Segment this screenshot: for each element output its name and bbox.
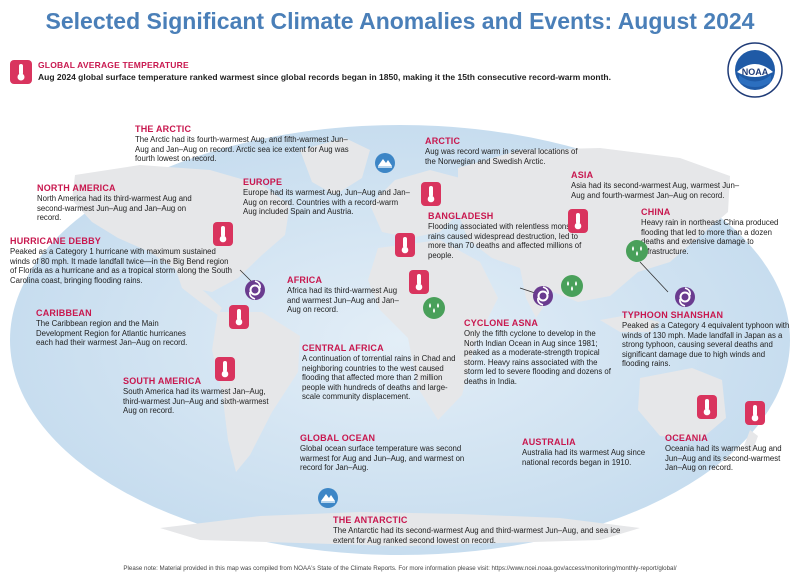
event-text: Oceania had its warmest Aug and Jun–Aug … [665, 444, 782, 473]
event-africa: AFRICA Africa had its third-warmest Aug … [287, 275, 407, 315]
hurricane-icon [245, 280, 265, 300]
event-the-antarctic: THE ANTARCTIC The Antarctic had its seco… [333, 515, 633, 545]
event-north-america: NORTH AMERICA North America had its thir… [37, 183, 192, 223]
thermometer-icon [697, 395, 717, 419]
landmass-indonesia [600, 315, 660, 332]
event-heading: ARCTIC [425, 136, 461, 146]
event-central-africa: CENTRAL AFRICA A continuation of torrent… [302, 343, 462, 402]
event-hurricane-debby: HURRICANE DEBBY Peaked as a Category 1 h… [10, 236, 235, 285]
thermometer-icon [568, 209, 588, 233]
event-heading: CENTRAL AFRICA [302, 343, 384, 353]
landmass-greenland [300, 138, 370, 195]
event-heading: AFRICA [287, 275, 323, 285]
event-text: Only the fifth cyclone to develop in the… [464, 329, 611, 386]
event-text: Europe had its warmest Aug, Jun–Aug and … [243, 188, 410, 217]
event-asia: ASIA Asia had its second-warmest Aug, wa… [571, 170, 746, 200]
landmass-asia [458, 148, 730, 302]
event-heading: CARIBBEAN [36, 308, 92, 318]
noaa-logo-text: NOAA [742, 67, 769, 77]
event-text: The Caribbean region and the Main Develo… [36, 319, 188, 348]
event-heading: AUSTRALIA [522, 437, 576, 447]
landmass-australia [638, 368, 726, 440]
event-text: Aug was record warm in several locations… [425, 147, 578, 166]
event-typhoon-shanshan: TYPHOON SHANSHAN Peaked as a Category 4 … [622, 310, 794, 369]
footnote: Please note: Material provided in this m… [123, 565, 677, 572]
event-heading: CYCLONE ASNA [464, 318, 539, 328]
thermometer-icon [215, 357, 235, 381]
landmass-south-america [212, 312, 300, 472]
rain-drops-icon [561, 275, 583, 297]
event-heading: HURRICANE DEBBY [10, 236, 102, 246]
global-average-temperature-text: Aug 2024 global surface temperature rank… [38, 72, 611, 82]
event-text: South America had its warmest Jan–Aug, t… [123, 387, 269, 416]
page-title: Selected Significant Climate Anomalies a… [45, 8, 755, 34]
landmass-north-america [72, 165, 290, 292]
event-text: Peaked as a Category 4 equivalent typhoo… [622, 321, 790, 369]
event-heading: SOUTH AMERICA [123, 376, 202, 386]
event-the-arctic: THE ARCTIC The Arctic had its fourth-war… [135, 124, 360, 164]
event-cyclone-asna: CYCLONE ASNA Only the fifth cyclone to d… [464, 318, 614, 387]
event-bangladesh: BANGLADESH Flooding associated with rele… [428, 211, 593, 260]
event-text: Peaked as a Category 1 hurricane with ma… [10, 247, 232, 285]
event-heading: CHINA [641, 207, 671, 217]
thermometer-icon [395, 233, 415, 257]
landmass-antarctica [160, 512, 640, 546]
thermometer-icon [229, 305, 249, 329]
event-heading: NORTH AMERICA [37, 183, 116, 193]
event-south-america: SOUTH AMERICA South America had its warm… [123, 376, 283, 416]
landmass-japan [676, 224, 688, 252]
landmass-new-zealand [744, 430, 758, 452]
thermometer-icon [10, 60, 32, 84]
event-global-ocean: GLOBAL OCEAN Global ocean surface temper… [300, 433, 475, 473]
event-heading: EUROPE [243, 177, 283, 187]
event-text: Flooding associated with relentless mons… [428, 222, 584, 260]
thermometer-icon [213, 222, 233, 246]
event-australia: AUSTRALIA Australia had its warmest Aug … [522, 437, 657, 467]
landmass-africa [368, 240, 498, 420]
event-text: North America had its third-warmest Aug … [37, 194, 192, 223]
event-text: Australia had its warmest Aug since nati… [522, 448, 646, 467]
typhoon-icon [675, 287, 695, 307]
event-text: A continuation of torrential rains in Ch… [302, 354, 456, 402]
event-europe: EUROPE Europe had its warmest Aug, Jun–A… [243, 177, 413, 217]
event-heading: GLOBAL OCEAN [300, 433, 376, 443]
sea-ice-icon [318, 488, 338, 508]
landmass-central-america [176, 270, 222, 315]
event-china: CHINA Heavy rain in northeast China prod… [641, 207, 791, 256]
event-heading: TYPHOON SHANSHAN [622, 310, 724, 320]
noaa-logo: NOAA [727, 42, 783, 98]
event-heading: BANGLADESH [428, 211, 494, 221]
thermometer-icon [421, 182, 441, 206]
rain-drops-icon [626, 240, 648, 262]
event-oceania: OCEANIA Oceania had its warmest Aug and … [665, 433, 795, 473]
event-arctic: ARCTIC Aug was record warm in several lo… [425, 136, 585, 166]
global-average-temperature-heading: GLOBAL AVERAGE TEMPERATURE [38, 60, 189, 70]
event-heading: THE ANTARCTIC [333, 515, 408, 525]
sea-ice-icon [375, 153, 395, 173]
thermometer-icon [745, 401, 765, 425]
event-text: Global ocean surface temperature was sec… [300, 444, 465, 473]
event-caribbean: CARIBBEAN The Caribbean region and the M… [36, 308, 201, 348]
event-text: Heavy rain in northeast China produced f… [641, 218, 779, 256]
cyclone-icon [533, 286, 553, 306]
rain-drops-icon [423, 297, 445, 319]
event-text: The Antarctic had its second-warmest Aug… [333, 526, 621, 545]
event-text: The Arctic had its fourth-warmest Aug, a… [135, 135, 349, 164]
thermometer-icon [409, 270, 429, 294]
event-text: Africa had its third-warmest Aug and war… [287, 286, 399, 315]
event-text: Asia had its second-warmest Aug, warmest… [571, 181, 740, 200]
event-heading: THE ARCTIC [135, 124, 192, 134]
event-heading: OCEANIA [665, 433, 708, 443]
event-heading: ASIA [571, 170, 594, 180]
